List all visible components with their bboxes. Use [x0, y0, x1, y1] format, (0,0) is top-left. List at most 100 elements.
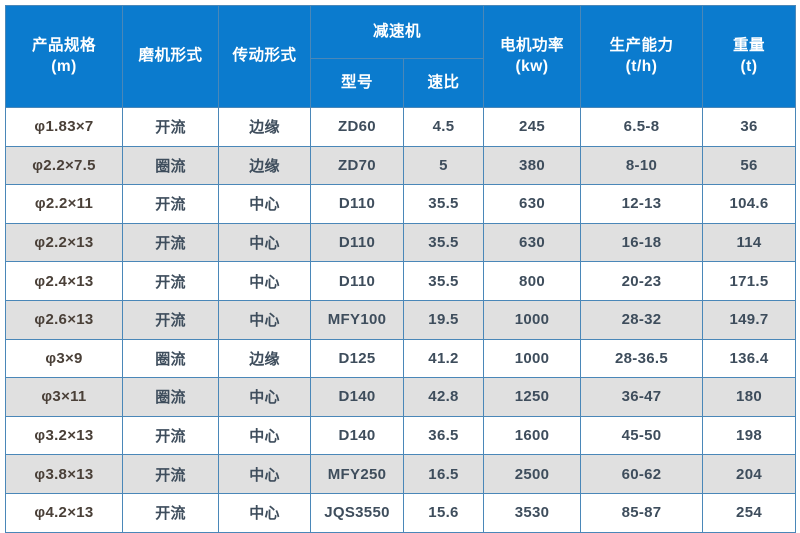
cell-weight: 180 [702, 377, 797, 417]
column-header-capacity-label: 生产能力 [609, 37, 674, 55]
cell-reducer-model: MFY250 [310, 454, 404, 494]
table-row: φ3×11 圈流 中心 D140 42.8 1250 36-47 180 [5, 377, 797, 417]
cell-mill-type: 开流 [122, 299, 219, 340]
cell-weight: 36 [702, 107, 797, 147]
cell-weight: 198 [702, 415, 797, 456]
cell-capacity: 8-10 [580, 145, 704, 186]
cell-reducer-ratio: 5 [402, 145, 485, 186]
cell-capacity: 12-13 [580, 184, 704, 224]
cell-product-spec: φ1.83×7 [5, 107, 123, 147]
header-row-bottom: 型号 速比 [6, 58, 796, 108]
cell-mill-type: 开流 [122, 184, 219, 224]
ball-mill-specification-table: 产品规格 (m) 磨机形式 传动形式 减速机 电机功率 (kw) 生产能力 (t… [5, 5, 797, 533]
cell-capacity: 20-23 [580, 261, 704, 301]
cell-mill-type: 开流 [122, 492, 219, 533]
cell-capacity: 6.5-8 [580, 107, 704, 147]
cell-weight: 149.7 [702, 299, 797, 340]
cell-reducer-ratio: 4.5 [402, 107, 485, 147]
column-header-product-spec-unit: (m) [51, 57, 77, 75]
column-header-motor-power-unit: (kw) [515, 57, 549, 75]
cell-reducer-model: D110 [310, 261, 404, 301]
cell-reducer-model: D110 [310, 222, 404, 263]
cell-motor-power: 2500 [483, 454, 582, 494]
cell-capacity: 36-47 [580, 377, 704, 417]
cell-drive-type: 中心 [218, 492, 311, 533]
column-header-weight-label: 重量 [733, 37, 766, 55]
cell-drive-type: 中心 [218, 222, 311, 263]
cell-product-spec: φ2.2×7.5 [5, 145, 123, 186]
cell-reducer-model: ZD60 [310, 107, 404, 147]
column-header-reducer-ratio: 速比 [402, 58, 485, 108]
cell-product-spec: φ3×9 [5, 338, 123, 379]
cell-capacity: 28-36.5 [580, 338, 704, 379]
cell-mill-type: 开流 [122, 222, 219, 263]
table-row: φ2.4×13 开流 中心 D110 35.5 800 20-23 171.5 [5, 261, 797, 301]
cell-motor-power: 1600 [483, 415, 582, 456]
cell-weight: 171.5 [702, 261, 797, 301]
table-row: φ2.6×13 开流 中心 MFY100 19.5 1000 28-32 149.7 [5, 299, 797, 340]
cell-reducer-ratio: 35.5 [402, 222, 485, 263]
column-header-product-spec-label: 产品规格 [31, 37, 96, 55]
cell-drive-type: 边缘 [218, 338, 311, 379]
cell-drive-type: 中心 [218, 299, 311, 340]
column-header-reducer: 减速机 [309, 5, 485, 59]
cell-reducer-model: D125 [310, 338, 404, 379]
table-row: φ1.83×7 开流 边缘 ZD60 4.5 245 6.5-8 36 [5, 107, 797, 147]
cell-reducer-ratio: 15.6 [402, 492, 485, 533]
cell-reducer-ratio: 36.5 [402, 415, 485, 456]
cell-reducer-ratio: 35.5 [402, 184, 485, 224]
table-body: φ1.83×7 开流 边缘 ZD60 4.5 245 6.5-8 36 φ2.2×7.5 圈流 边缘… [5, 107, 797, 533]
cell-reducer-model: D140 [310, 415, 404, 456]
cell-capacity: 28-32 [580, 299, 704, 340]
table-row: φ3×9 圈流 边缘 D125 41.2 1000 28-36.5 136.4 [5, 338, 797, 379]
cell-weight: 104.6 [702, 184, 797, 224]
column-header-capacity-unit: (t/h) [625, 57, 658, 75]
cell-reducer-model: JQS3550 [310, 492, 404, 533]
cell-reducer-model: MFY100 [310, 299, 404, 340]
column-header-drive-type: 传动形式 [218, 5, 311, 108]
cell-drive-type: 边缘 [218, 145, 311, 186]
cell-motor-power: 1000 [483, 338, 582, 379]
table-row: φ2.2×13 开流 中心 D110 35.5 630 16-18 114 [5, 222, 797, 263]
cell-product-spec: φ2.2×13 [5, 222, 123, 263]
cell-reducer-ratio: 41.2 [402, 338, 485, 379]
cell-reducer-ratio: 16.5 [402, 454, 485, 494]
cell-mill-type: 圈流 [122, 145, 219, 186]
cell-product-spec: φ2.6×13 [5, 299, 123, 340]
column-header-capacity: 生产能力 (t/h) [580, 5, 704, 108]
cell-product-spec: φ2.2×11 [5, 184, 123, 224]
cell-motor-power: 800 [483, 261, 582, 301]
cell-reducer-ratio: 42.8 [402, 377, 485, 417]
cell-reducer-model: D140 [310, 377, 404, 417]
table-header: 产品规格 (m) 磨机形式 传动形式 减速机 电机功率 (kw) 生产能力 (t… [5, 5, 797, 108]
column-header-weight-unit: (t) [740, 57, 758, 75]
cell-weight: 204 [702, 454, 797, 494]
cell-product-spec: φ3.2×13 [5, 415, 123, 456]
cell-weight: 254 [702, 492, 797, 533]
cell-motor-power: 630 [483, 222, 582, 263]
cell-motor-power: 1000 [483, 299, 582, 340]
column-header-mill-type: 磨机形式 [122, 5, 219, 108]
cell-reducer-ratio: 19.5 [402, 299, 485, 340]
cell-capacity: 85-87 [580, 492, 704, 533]
column-header-product-spec: 产品规格 (m) [5, 5, 123, 108]
specification-table-container: 产品规格 (m) 磨机形式 传动形式 减速机 电机功率 (kw) 生产能力 (t… [5, 5, 797, 533]
cell-motor-power: 3530 [483, 492, 582, 533]
cell-motor-power: 630 [483, 184, 582, 224]
cell-reducer-ratio: 35.5 [402, 261, 485, 301]
cell-weight: 114 [702, 222, 797, 263]
cell-product-spec: φ4.2×13 [5, 492, 123, 533]
table-row: φ2.2×11 开流 中心 D110 35.5 630 12-13 104.6 [5, 184, 797, 224]
cell-drive-type: 中心 [218, 377, 311, 417]
table-row: φ3.2×13 开流 中心 D140 36.5 1600 45-50 198 [5, 415, 797, 456]
cell-drive-type: 中心 [218, 454, 311, 494]
cell-product-spec: φ2.4×13 [5, 261, 123, 301]
column-header-weight: 重量 (t) [702, 5, 797, 108]
header-row-top: 产品规格 (m) 磨机形式 传动形式 减速机 电机功率 (kw) 生产能力 (t… [5, 5, 797, 108]
cell-capacity: 60-62 [580, 454, 704, 494]
table-row: φ3.8×13 开流 中心 MFY250 16.5 2500 60-62 204 [5, 454, 797, 494]
column-header-reducer-model: 型号 [310, 58, 404, 108]
cell-weight: 136.4 [702, 338, 797, 379]
cell-drive-type: 中心 [218, 261, 311, 301]
cell-drive-type: 边缘 [218, 107, 311, 147]
